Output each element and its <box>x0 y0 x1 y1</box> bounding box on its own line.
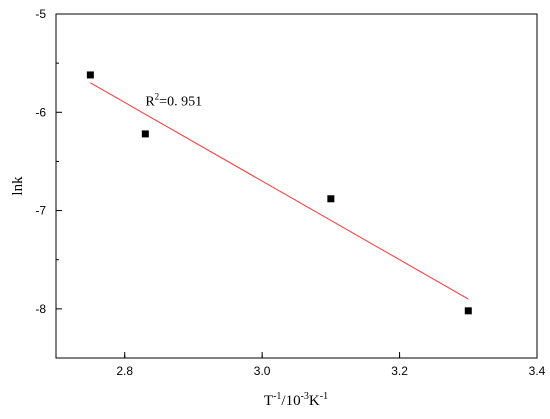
data-point <box>464 307 472 315</box>
y-tick-label: -7 <box>35 204 46 218</box>
axis-tick-labels: 2.8 3.0 3.2 3.4 -8 -7 -6 -5 <box>35 7 545 378</box>
x-tick-label: 3.2 <box>391 364 408 378</box>
x-tick-label: 3.0 <box>254 364 271 378</box>
axis-ticks <box>56 13 538 359</box>
fit-line <box>90 82 469 300</box>
data-point <box>327 195 335 203</box>
data-point <box>141 130 149 138</box>
x-axis-title: T-1/10-3K-1 <box>264 391 328 409</box>
x-tick-label: 3.4 <box>529 364 546 378</box>
y-axis-title: lnk <box>10 176 26 196</box>
r-squared-annotation: R2=0. 951 <box>145 91 202 109</box>
x-tick-label: 2.8 <box>116 364 133 378</box>
data-point <box>86 71 94 79</box>
data-points <box>86 71 472 315</box>
y-tick-label: -5 <box>35 7 46 21</box>
y-tick-label: -6 <box>35 105 46 119</box>
y-tick-label: -8 <box>35 302 46 316</box>
plot-frame <box>55 13 538 359</box>
